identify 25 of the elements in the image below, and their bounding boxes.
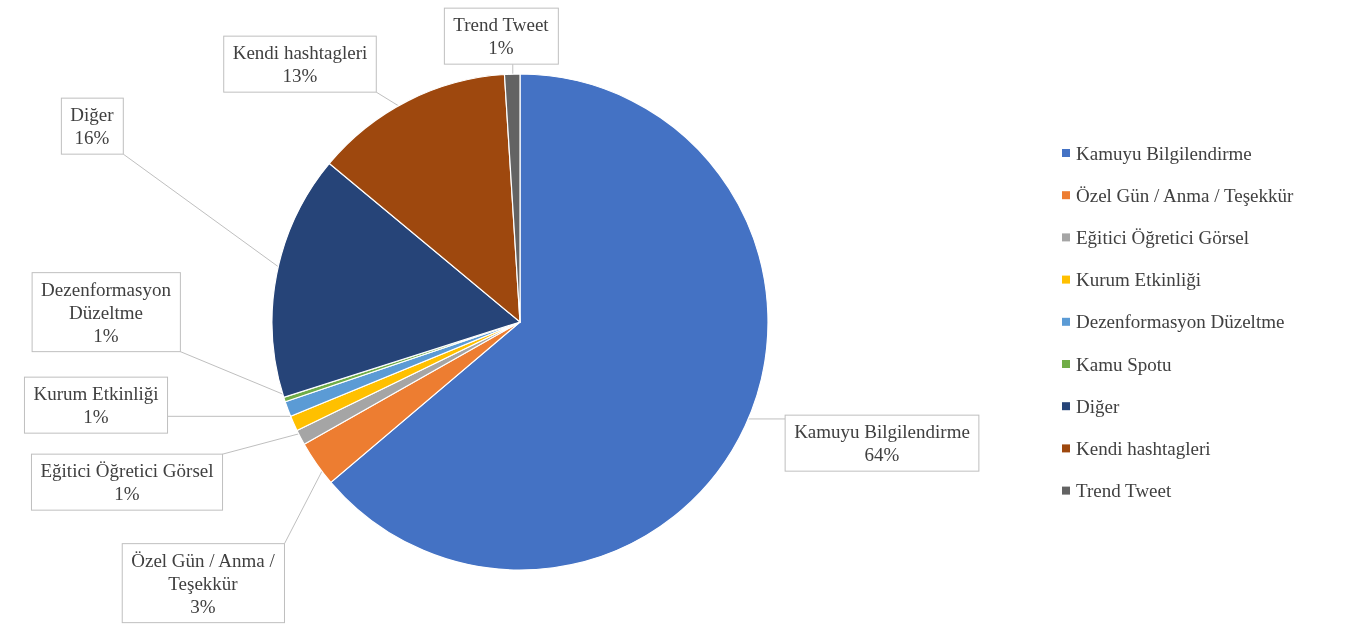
slice-label: Özel Gün / Anma / Teşekkür: [131, 549, 276, 594]
slice-label: Diğer: [70, 104, 115, 126]
data-label: 1%: [114, 483, 140, 505]
data-label: 1%: [93, 324, 119, 346]
slice-label: Kurum Etkinliği: [33, 383, 159, 405]
legend-label: Kamu Spotu: [1076, 353, 1173, 375]
slice-label: Kendi hashtagleri: [232, 42, 368, 64]
legend-label: Kamuyu Bilgilendirme: [1076, 142, 1252, 164]
legend-label: Kendi hashtagleri: [1076, 438, 1211, 460]
data-label: 13%: [282, 65, 318, 87]
data-label: 1%: [83, 406, 109, 428]
legend-label: Trend Tweet: [1076, 480, 1172, 502]
legend-label: Özel Gün / Anma / Teşekkür: [1076, 184, 1294, 206]
category-label: Dezenformasyon Düzeltme: [41, 278, 171, 323]
data-label: 64%: [864, 444, 900, 466]
data-label: 16%: [74, 127, 110, 149]
legend-label: Eğitici Öğretici Görsel: [1076, 227, 1250, 249]
legend-label: Dezenformasyon Düzeltme: [1076, 311, 1285, 333]
legend-label: Kurum Etkinliği: [1076, 269, 1202, 291]
slice-label: Trend Tweet: [453, 14, 550, 36]
legend-label: Diğer: [1076, 395, 1120, 417]
data-label: 3%: [190, 595, 216, 617]
slice-label: Eğitici Öğretici Görsel: [40, 460, 214, 482]
data-label: 1%: [488, 37, 514, 59]
slice-label: Kamuyu Bilgilendirme: [794, 421, 970, 443]
